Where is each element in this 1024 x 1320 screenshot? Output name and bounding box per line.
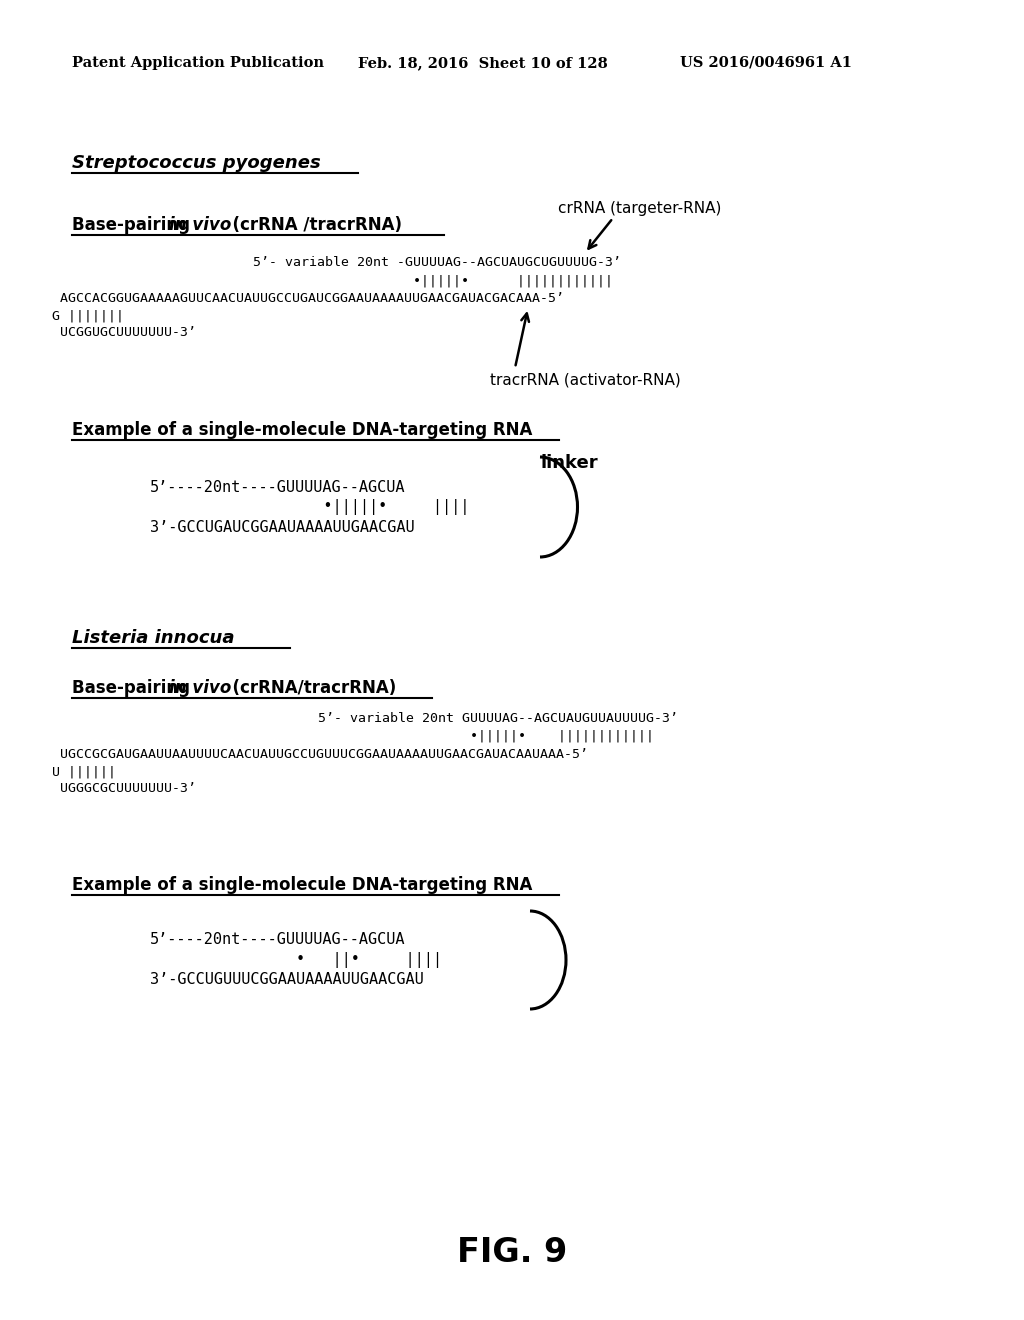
Text: U ||||||: U ||||||	[52, 766, 116, 779]
Text: (crRNA/tracrRNA): (crRNA/tracrRNA)	[221, 678, 396, 697]
Text: 5’- variable 20nt -GUUUUAG--AGCUAUGCUGUUUUG-3’: 5’- variable 20nt -GUUUUAG--AGCUAUGCUGUU…	[253, 256, 621, 269]
Text: Listeria innocua: Listeria innocua	[72, 630, 234, 647]
Text: AGCCACGGUGAAAAAGUUCAACUAUUGCCUGAUCGGAAUAAAAUUGAACGAUACGACAAA-5’: AGCCACGGUGAAAAAGUUCAACUAUUGCCUGAUCGGAAUA…	[52, 292, 564, 305]
Text: •|||||•     ||||: •|||||• ||||	[150, 499, 469, 515]
Text: Feb. 18, 2016  Sheet 10 of 128: Feb. 18, 2016 Sheet 10 of 128	[358, 55, 608, 70]
Text: •|||||•      ||||||||||||: •|||||• ||||||||||||	[253, 275, 613, 288]
Text: (crRNA /tracrRNA): (crRNA /tracrRNA)	[221, 216, 402, 234]
Text: in vivo: in vivo	[169, 678, 231, 697]
Text: Example of a single-molecule DNA-targeting RNA: Example of a single-molecule DNA-targeti…	[72, 876, 532, 894]
Text: UGGGCGCUUUUUUU-3’: UGGGCGCUUUUUUU-3’	[52, 783, 196, 796]
Text: US 2016/0046961 A1: US 2016/0046961 A1	[680, 55, 852, 70]
Text: FIG. 9: FIG. 9	[457, 1237, 567, 1270]
Text: Patent Application Publication: Patent Application Publication	[72, 55, 324, 70]
Text: tracrRNA (activator-RNA): tracrRNA (activator-RNA)	[490, 372, 681, 388]
Text: in vivo: in vivo	[169, 216, 231, 234]
Text: UGCCGCGAUGAAUUAAUUUUCAACUAUUGCCUGUUUCGGAAUAAAAUUGAACGAUACAAUAAA-5’: UGCCGCGAUGAAUUAAUUUUCAACUAUUGCCUGUUUCGGA…	[52, 747, 588, 760]
Text: Base-pairing: Base-pairing	[72, 678, 196, 697]
Text: 3’-GCCUGAUCGGAAUAAAAUUGAACGAU: 3’-GCCUGAUCGGAAUAAAAUUGAACGAU	[150, 520, 415, 535]
Text: Streptococcus pyogenes: Streptococcus pyogenes	[72, 154, 321, 172]
Text: 5’----20nt----GUUUUAG--AGCUA: 5’----20nt----GUUUUAG--AGCUA	[150, 932, 406, 948]
Text: •   ||•     ||||: • ||• ||||	[150, 952, 442, 968]
Text: Base-pairing: Base-pairing	[72, 216, 196, 234]
Text: linker: linker	[540, 454, 598, 473]
Text: 5’----20nt----GUUUUAG--AGCUA: 5’----20nt----GUUUUAG--AGCUA	[150, 479, 406, 495]
Text: Example of a single-molecule DNA-targeting RNA: Example of a single-molecule DNA-targeti…	[72, 421, 532, 440]
Text: 3’-GCCUGUUUCGGAAUAAAAUUGAACGAU: 3’-GCCUGUUUCGGAAUAAAAUUGAACGAU	[150, 973, 424, 987]
Text: •|||||•    ||||||||||||: •|||||• ||||||||||||	[230, 730, 654, 742]
Text: 5’- variable 20nt GUUUUAG--AGCUAUGUUAUUUUG-3’: 5’- variable 20nt GUUUUAG--AGCUAUGUUAUUU…	[230, 711, 678, 725]
Text: G |||||||: G |||||||	[52, 309, 124, 322]
Text: UCGGUGCUUUUUUU-3’: UCGGUGCUUUUUUU-3’	[52, 326, 196, 339]
Text: crRNA (targeter-RNA): crRNA (targeter-RNA)	[558, 201, 721, 215]
